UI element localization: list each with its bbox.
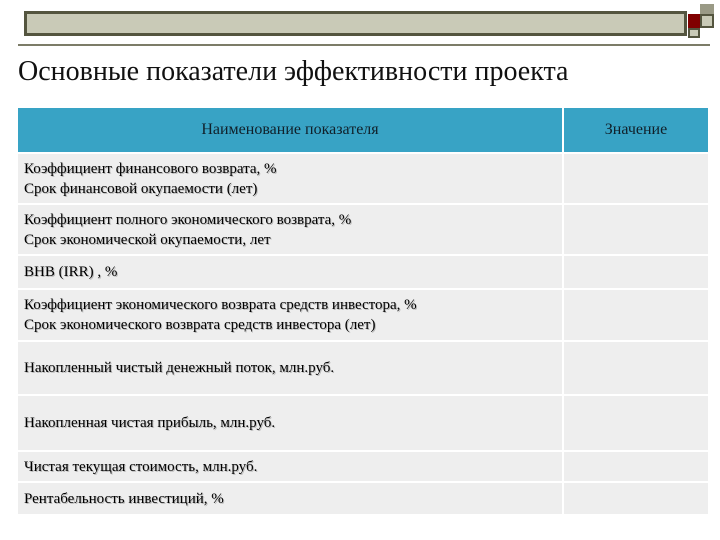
slide-title: Основные показатели эффективности проект… [18,56,569,87]
value-cell [562,450,708,482]
corner-square-decoration [700,14,714,28]
indicator-label: Накопленный чистый денежный поток, млн.р… [24,360,335,376]
indicator-cell: Коэффициент полного экономического возвр… [18,203,563,255]
indicator-cell: Коэффициент финансового возврата, % Срок … [18,152,563,204]
indicator-label: Срок экономической окупаемости, лет [24,231,271,248]
title-bar-decoration [24,11,687,36]
indicators-table: Наименование показателя Значение Коэффиц… [18,108,708,514]
title-divider [18,44,710,46]
table-row: Коэффициент экономического возврата сред… [18,288,708,341]
table-row: Накопленная чистая прибыль, млн.руб. [18,394,708,451]
indicator-label: ВНВ (IRR) , % [24,264,118,280]
indicator-cell: Накопленный чистый денежный поток, млн.р… [18,340,563,395]
value-cell [562,481,708,514]
indicator-label: Рентабельность инвестиций, % [24,490,224,507]
indicator-label: Срок финансовой окупаемости (лет) [24,180,258,197]
table-row: ВНВ (IRR) , % [18,254,708,289]
indicator-label: Коэффициент экономического возврата сред… [24,297,417,313]
value-cell [562,203,708,255]
indicator-cell: Накопленная чистая прибыль, млн.руб. [18,394,563,451]
table-row: Накопленный чистый денежный поток, млн.р… [18,340,708,395]
table-row: Чистая текущая стоимость, млн.руб. [18,450,708,482]
table-header-row: Наименование показателя Значение [18,108,708,153]
indicator-label: Срок экономического возврата средств инв… [24,317,376,333]
corner-square-decoration [700,4,714,14]
value-cell [562,288,708,341]
header-value: Значение [563,108,708,153]
value-cell [562,152,708,204]
indicator-label: Чистая текущая стоимость, млн.руб. [24,458,258,475]
corner-square-decoration [688,14,700,28]
indicator-cell: Чистая текущая стоимость, млн.руб. [18,450,563,482]
corner-square-decoration [688,28,700,38]
table-row: Коэффициент финансового возврата, % Срок … [18,152,708,204]
header-indicator-name: Наименование показателя [18,108,564,153]
indicator-label: Коэффициент финансового возврата, % [24,160,277,177]
indicator-cell: Рентабельность инвестиций, % [18,481,563,514]
indicator-label: Коэффициент полного экономического возвр… [24,211,352,228]
indicator-cell: Коэффициент экономического возврата сред… [18,288,563,341]
indicator-label: Накопленная чистая прибыль, млн.руб. [24,415,276,431]
value-cell [562,254,708,289]
table-row: Рентабельность инвестиций, % [18,481,708,514]
value-cell [562,394,708,451]
value-cell [562,340,708,395]
indicator-cell: ВНВ (IRR) , % [18,254,563,289]
table-row: Коэффициент полного экономического возвр… [18,203,708,255]
